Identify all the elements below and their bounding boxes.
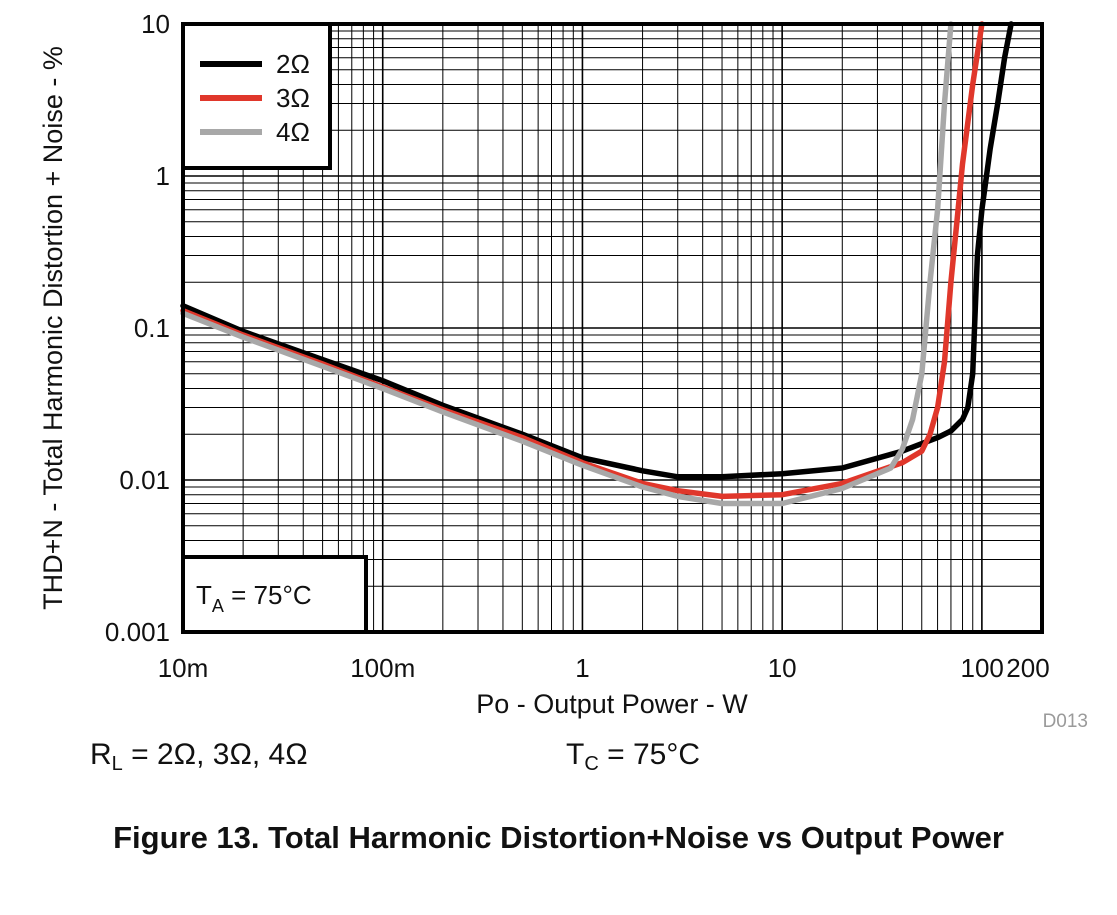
series-lines	[180, 21, 1014, 507]
legend-label-2ohm: 2Ω	[276, 49, 310, 79]
y-tick-label: 0.001	[105, 617, 170, 647]
figure-caption: Figure 13. Total Harmonic Distortion+Noi…	[113, 820, 1004, 855]
x-tick-label: 1	[575, 653, 589, 683]
tc-condition: TC = 75°C	[566, 738, 701, 775]
y-axis-label: THD+N - Total Harmonic Distortion + Nois…	[38, 46, 68, 610]
ta-label: TA = 75°C	[196, 580, 312, 616]
series-line-4ohm	[180, 21, 954, 507]
x-tick-label: 200	[1006, 653, 1049, 683]
series-line-2ohm	[180, 21, 1014, 480]
ta-annotation: TA = 75°C	[181, 555, 368, 634]
x-tick-label: 10	[768, 653, 797, 683]
rl-condition: RL = 2Ω, 3Ω, 4Ω	[90, 738, 308, 775]
y-tick-label: 0.01	[119, 465, 170, 495]
x-tick-label: 100m	[350, 653, 415, 683]
legend-label-3ohm: 3Ω	[276, 83, 310, 113]
thd-chart: 10m 100m 1 10 100 200 10 1 0.1 0.01 0.001 2Ω 3Ω 4…	[38, 9, 1088, 732]
legend-label-4ohm: 4Ω	[276, 117, 310, 147]
y-tick-label: 1	[156, 161, 170, 191]
figure-code: D013	[1043, 711, 1088, 732]
x-tick-label: 100	[960, 653, 1003, 683]
legend: 2Ω 3Ω 4Ω	[181, 22, 332, 170]
y-tick-label: 10	[141, 9, 170, 39]
plot-frame	[181, 22, 1044, 634]
y-tick-labels: 10 1 0.1 0.01 0.001	[105, 9, 170, 647]
x-axis-label: Po - Output Power - W	[476, 689, 748, 719]
ta-box	[181, 555, 368, 634]
y-tick-label: 0.1	[134, 313, 170, 343]
x-tick-labels: 10m 100m 1 10 100 200	[158, 653, 1050, 683]
grid-lines	[183, 24, 1042, 632]
x-tick-label: 10m	[158, 653, 209, 683]
